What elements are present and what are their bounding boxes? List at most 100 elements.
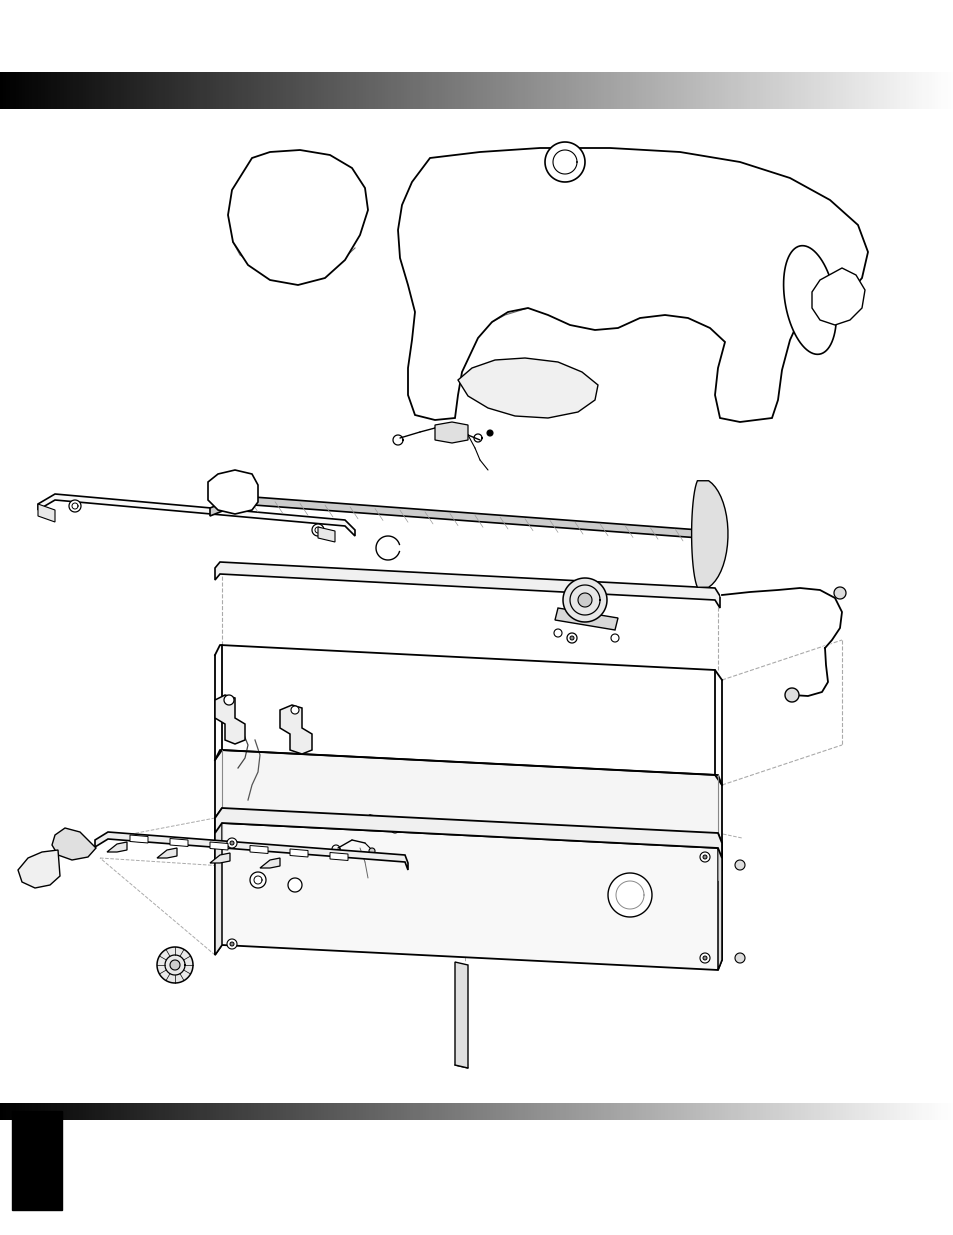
- Polygon shape: [841, 1103, 845, 1120]
- Polygon shape: [946, 1103, 950, 1120]
- Polygon shape: [575, 1103, 578, 1120]
- Polygon shape: [216, 1103, 219, 1120]
- Polygon shape: [660, 1103, 664, 1120]
- Polygon shape: [702, 72, 705, 109]
- Polygon shape: [394, 72, 397, 109]
- Polygon shape: [836, 72, 839, 109]
- Polygon shape: [213, 72, 216, 109]
- Polygon shape: [391, 72, 394, 109]
- Polygon shape: [210, 496, 720, 548]
- Polygon shape: [603, 1103, 607, 1120]
- Polygon shape: [610, 634, 618, 642]
- Polygon shape: [464, 72, 467, 109]
- Polygon shape: [486, 72, 489, 109]
- Polygon shape: [674, 1103, 677, 1120]
- Polygon shape: [114, 1103, 117, 1120]
- Polygon shape: [178, 1103, 181, 1120]
- Polygon shape: [505, 1103, 508, 1120]
- Polygon shape: [16, 1103, 19, 1120]
- Polygon shape: [283, 72, 286, 109]
- Polygon shape: [317, 1103, 321, 1120]
- Polygon shape: [743, 1103, 746, 1120]
- Polygon shape: [365, 72, 369, 109]
- Polygon shape: [784, 1103, 788, 1120]
- Polygon shape: [95, 72, 98, 109]
- Polygon shape: [705, 72, 708, 109]
- Polygon shape: [810, 72, 813, 109]
- Polygon shape: [260, 72, 264, 109]
- Polygon shape: [353, 72, 355, 109]
- Polygon shape: [603, 72, 607, 109]
- Polygon shape: [686, 72, 689, 109]
- Polygon shape: [429, 1103, 432, 1120]
- Polygon shape: [699, 1103, 702, 1120]
- Polygon shape: [670, 72, 674, 109]
- Polygon shape: [803, 1103, 807, 1120]
- Polygon shape: [51, 72, 54, 109]
- Polygon shape: [905, 72, 908, 109]
- Polygon shape: [210, 842, 228, 850]
- Polygon shape: [219, 1103, 222, 1120]
- Polygon shape: [760, 72, 762, 109]
- Polygon shape: [124, 72, 127, 109]
- Polygon shape: [210, 853, 230, 863]
- Polygon shape: [359, 1103, 362, 1120]
- Polygon shape: [388, 72, 391, 109]
- Polygon shape: [584, 72, 588, 109]
- Polygon shape: [193, 72, 197, 109]
- Polygon shape: [540, 72, 543, 109]
- Polygon shape: [889, 72, 893, 109]
- Polygon shape: [718, 1103, 721, 1120]
- Polygon shape: [448, 72, 451, 109]
- Polygon shape: [826, 1103, 829, 1120]
- Polygon shape: [238, 72, 241, 109]
- Polygon shape: [41, 1103, 45, 1120]
- Polygon shape: [918, 72, 922, 109]
- Polygon shape: [543, 72, 546, 109]
- Polygon shape: [340, 72, 343, 109]
- Polygon shape: [346, 72, 350, 109]
- Polygon shape: [38, 494, 355, 536]
- Polygon shape: [227, 839, 236, 848]
- Polygon shape: [150, 72, 152, 109]
- Polygon shape: [203, 72, 207, 109]
- Polygon shape: [184, 1103, 188, 1120]
- Polygon shape: [308, 72, 312, 109]
- Polygon shape: [946, 72, 950, 109]
- Polygon shape: [314, 72, 317, 109]
- Polygon shape: [162, 72, 165, 109]
- Polygon shape: [162, 1103, 165, 1120]
- Polygon shape: [765, 72, 769, 109]
- Polygon shape: [52, 827, 96, 860]
- Polygon shape: [31, 72, 35, 109]
- Polygon shape: [250, 872, 266, 888]
- Polygon shape: [524, 72, 527, 109]
- Polygon shape: [877, 72, 880, 109]
- Polygon shape: [45, 1103, 48, 1120]
- Polygon shape: [851, 72, 855, 109]
- Polygon shape: [378, 1103, 381, 1120]
- Polygon shape: [131, 72, 133, 109]
- Polygon shape: [181, 72, 184, 109]
- Polygon shape: [636, 72, 639, 109]
- Polygon shape: [257, 1103, 260, 1120]
- Polygon shape: [502, 72, 505, 109]
- Polygon shape: [38, 1103, 41, 1120]
- Polygon shape: [486, 1103, 489, 1120]
- Polygon shape: [927, 1103, 931, 1120]
- Polygon shape: [791, 1103, 794, 1120]
- Polygon shape: [127, 1103, 131, 1120]
- Polygon shape: [578, 72, 581, 109]
- Polygon shape: [289, 1103, 293, 1120]
- Polygon shape: [943, 72, 946, 109]
- Polygon shape: [655, 72, 658, 109]
- Polygon shape: [188, 1103, 191, 1120]
- Polygon shape: [413, 1103, 416, 1120]
- Polygon shape: [210, 1103, 213, 1120]
- Polygon shape: [29, 72, 31, 109]
- Polygon shape: [664, 72, 667, 109]
- Polygon shape: [112, 1103, 114, 1120]
- Polygon shape: [336, 1103, 340, 1120]
- Polygon shape: [445, 1103, 448, 1120]
- Polygon shape: [130, 835, 148, 844]
